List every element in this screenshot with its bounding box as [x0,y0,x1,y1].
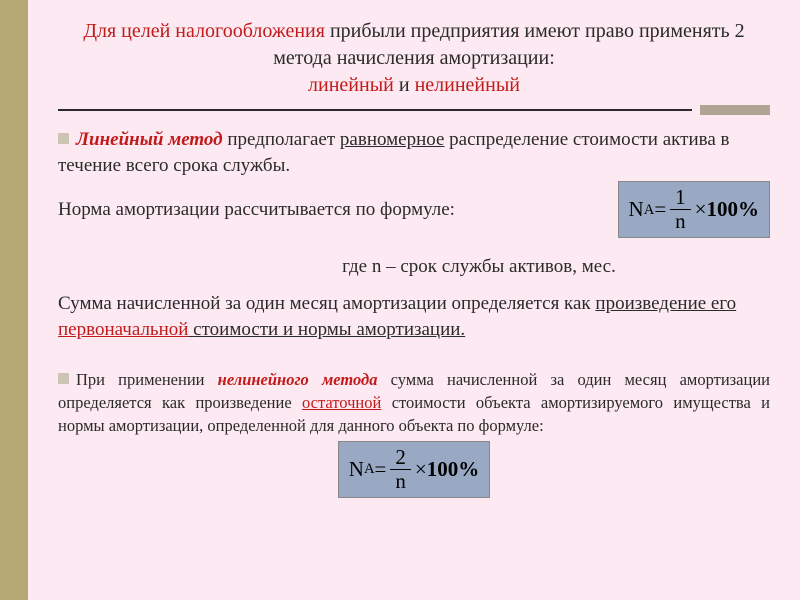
p5-red1: нелинейного метода [218,370,378,389]
f2-den: n [390,470,411,492]
paragraph-2-row: Норма амортизации рассчитывается по форм… [58,181,770,238]
p4-u-red: первоначальной [58,319,188,340]
f1-num: 1 [670,187,691,210]
f1-frac: 1n [670,187,691,232]
f1-times: × [695,195,707,224]
p5-red2: остаточной [302,393,381,412]
divider-stub [700,105,770,115]
p4-a: Сумма начисленной за один месяц амортиза… [58,293,595,314]
paragraph-1: Линейный метод предполагает равномерное … [58,127,770,179]
f1-den: n [670,210,691,232]
f2-lhs: N [349,457,364,482]
formula-2-row: NA = 2n×100% [58,441,770,498]
title-linear: линейный [308,74,394,96]
bullet-icon [58,373,69,384]
p4-u1: произведение его [595,293,736,314]
slide-title: Для целей налогообложения прибыли предпр… [58,18,770,99]
bullet-icon [58,133,69,144]
f1-lhs: N [629,195,644,224]
f1-sub: A [644,200,655,220]
divider-line [58,109,692,111]
title-nonlinear: нелинейный [415,74,520,96]
p1-lead-black: предполагает [223,129,340,150]
f2-frac: 2n [390,447,411,492]
title-divider [58,105,770,115]
p1-underline: равномерное [340,129,445,150]
p2-text: Норма амортизации рассчитывается по форм… [58,197,606,223]
paragraph-3: где n – срок службы активов, мес. [188,254,770,280]
formula-1: NA = 1n×100% [618,181,770,238]
paragraph-5: При применении нелинейного метода сумма … [58,369,770,437]
f1-pct: 100% [707,195,760,224]
sidebar-accent [0,0,28,600]
f1-eq: = [654,195,666,224]
f2-pct: 100% [427,457,480,482]
title-part-black: прибыли предприятия имеют право применят… [273,20,744,69]
p4-u2: стоимости и нормы амортизации. [193,319,465,340]
slide-content: Для целей налогообложения прибыли предпр… [28,0,800,508]
f2-times: × [415,457,427,482]
title-sep: и [394,74,415,96]
p1-lead-red: Линейный метод [76,129,223,150]
f2-eq: = [375,457,387,482]
formula-2: NA = 2n×100% [338,441,490,498]
f2-sub: A [364,461,375,478]
title-part-red: Для целей налогообложения [83,20,325,42]
p5-a: При применении [76,370,218,389]
paragraph-4: Сумма начисленной за один месяц амортиза… [58,291,770,343]
f2-num: 2 [390,447,411,470]
